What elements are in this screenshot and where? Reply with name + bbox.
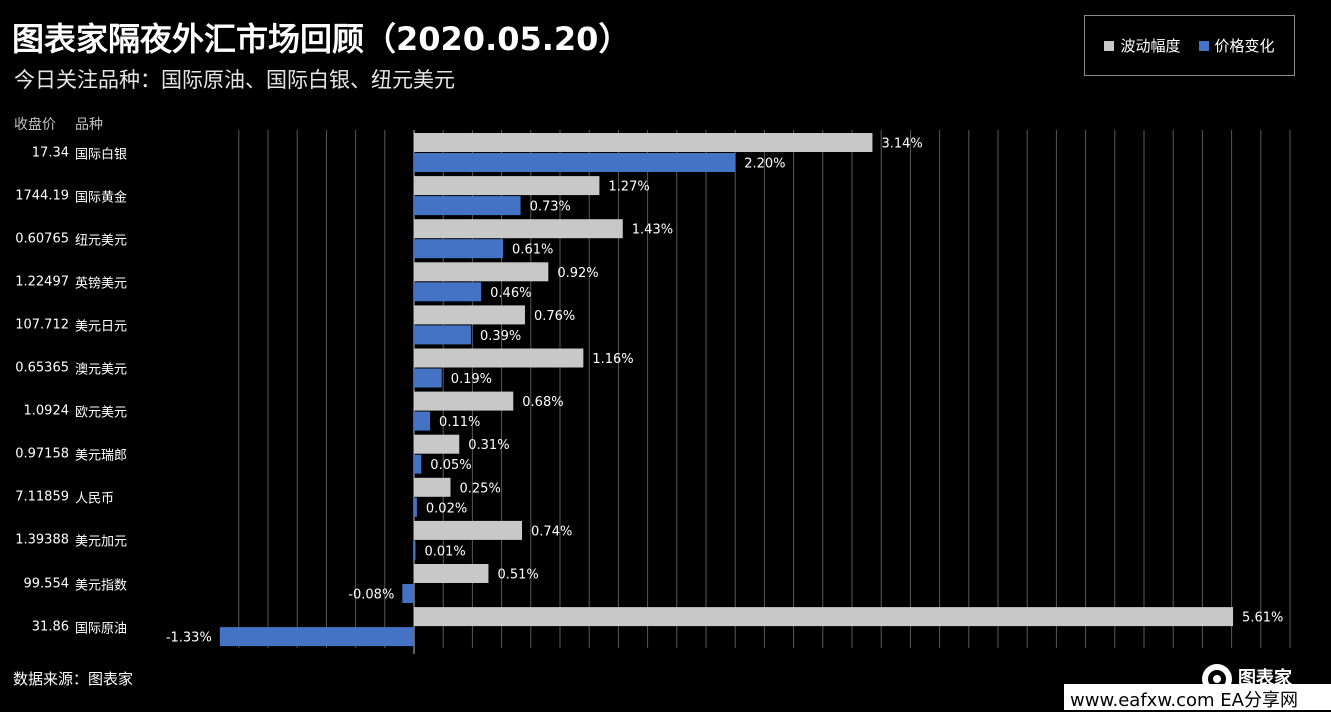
- data-label-price-change: 2.20%: [744, 157, 785, 172]
- bar-price-change: [414, 239, 504, 259]
- row-instrument-name: 美元日元: [75, 319, 128, 335]
- brand-name: 图表家: [1238, 668, 1292, 689]
- row-close-price: 7.11859: [15, 489, 69, 505]
- bar-price-change: [414, 454, 422, 474]
- data-label-volatility: 0.76%: [534, 309, 575, 324]
- watermark-background: [1064, 684, 1331, 710]
- bar-volatility: [414, 348, 584, 368]
- data-label-price-change: 0.61%: [512, 243, 553, 258]
- row-instrument-name: 国际原油: [75, 621, 128, 637]
- bar-volatility: [414, 607, 1234, 627]
- data-label-price-change: 0.46%: [490, 286, 531, 301]
- data-label-volatility: 0.31%: [468, 438, 509, 453]
- bar-volatility: [414, 391, 514, 411]
- data-label-price-change: 0.01%: [424, 544, 465, 559]
- row-instrument-name: 欧元美元: [75, 405, 128, 421]
- row-instrument-name: 国际白银: [75, 147, 128, 162]
- row-close-price: 1744.19: [15, 188, 69, 204]
- data-label-price-change: 0.02%: [426, 501, 467, 516]
- bar-volatility: [414, 133, 873, 152]
- bar-price-change: [414, 196, 521, 216]
- data-label-volatility: 0.74%: [531, 524, 572, 539]
- bar-volatility: [414, 176, 600, 196]
- row-close-price: 0.97158: [15, 446, 69, 462]
- data-label-volatility: 5.61%: [1242, 611, 1283, 626]
- legend-item-price-change: 价格变化: [1198, 35, 1275, 56]
- bar-volatility: [414, 477, 451, 497]
- bar-price-change: [414, 411, 431, 431]
- bar-volatility: [414, 305, 525, 325]
- row-instrument-name: 纽元美元: [75, 233, 128, 249]
- data-label-price-change: 0.39%: [480, 329, 521, 344]
- bar-price-change: [414, 325, 471, 345]
- data-label-volatility: 0.51%: [497, 568, 538, 583]
- legend-label-volatility: 波动幅度: [1120, 37, 1181, 55]
- watermark: www.eafxw.com EA分享网: [1070, 690, 1298, 711]
- data-label-volatility: 1.43%: [632, 223, 673, 238]
- data-label-volatility: 1.27%: [608, 180, 649, 195]
- legend: 波动幅度 价格变化: [1084, 15, 1295, 76]
- data-label-volatility: 0.92%: [557, 266, 598, 281]
- bar-price-change: [414, 153, 736, 172]
- bar-volatility: [414, 219, 623, 239]
- column-header-name: 品种: [75, 117, 103, 133]
- bar-volatility: [414, 564, 489, 583]
- row-instrument-name: 澳元美元: [75, 362, 128, 378]
- legend-item-volatility: 波动幅度: [1104, 35, 1181, 56]
- bar-price-change: [414, 540, 416, 560]
- row-close-price: 0.65365: [15, 360, 69, 376]
- data-label-price-change: -1.33%: [166, 631, 212, 646]
- bar-price-change: [414, 282, 482, 302]
- data-label-price-change: 0.19%: [451, 372, 492, 387]
- data-source: 数据来源：图表家: [13, 670, 134, 688]
- bar-volatility: [414, 262, 549, 282]
- row-instrument-name: 国际黄金: [75, 190, 128, 206]
- legend-label-price-change: 价格变化: [1214, 37, 1275, 55]
- row-close-price: 31.86: [31, 619, 69, 635]
- legend-swatch-volatility: [1104, 40, 1115, 51]
- data-label-volatility: 0.25%: [460, 481, 501, 496]
- data-label-volatility: 3.14%: [881, 137, 922, 152]
- data-label-volatility: 1.16%: [592, 352, 633, 367]
- row-instrument-name: 美元指数: [75, 578, 128, 593]
- data-label-price-change: 0.05%: [430, 458, 471, 473]
- row-close-price: 107.712: [15, 317, 69, 333]
- row-instrument-name: 人民币: [75, 491, 115, 507]
- bar-price-change: [402, 584, 414, 603]
- row-close-price: 99.554: [23, 576, 70, 591]
- chart-subtitle: 今日关注品种：国际原油、国际白银、纽元美元: [14, 68, 455, 92]
- row-close-price: 1.22497: [15, 274, 69, 290]
- row-close-price: 1.39388: [15, 532, 69, 548]
- data-label-price-change: -0.08%: [348, 588, 394, 603]
- bar-price-change: [414, 497, 417, 517]
- column-header-close: 收盘价: [14, 117, 56, 133]
- legend-swatch-price-change: [1198, 40, 1209, 51]
- bar-price-change: [219, 627, 414, 647]
- row-instrument-name: 美元加元: [75, 534, 128, 550]
- row-instrument-name: 英镑美元: [75, 276, 128, 292]
- chart-title: 图表家隔夜外汇市场回顾（2020.05.20）: [12, 20, 631, 58]
- row-close-price: 0.60765: [15, 231, 69, 247]
- row-close-price: 1.0924: [23, 403, 70, 419]
- row-instrument-name: 美元瑞郎: [75, 448, 128, 464]
- bar-volatility: [414, 434, 460, 454]
- data-label-volatility: 0.68%: [522, 395, 563, 410]
- bar-price-change: [414, 368, 442, 388]
- data-label-price-change: 0.11%: [439, 415, 480, 430]
- data-label-price-change: 0.73%: [530, 200, 571, 215]
- row-close-price: 17.34: [31, 145, 69, 160]
- bar-volatility: [414, 520, 523, 540]
